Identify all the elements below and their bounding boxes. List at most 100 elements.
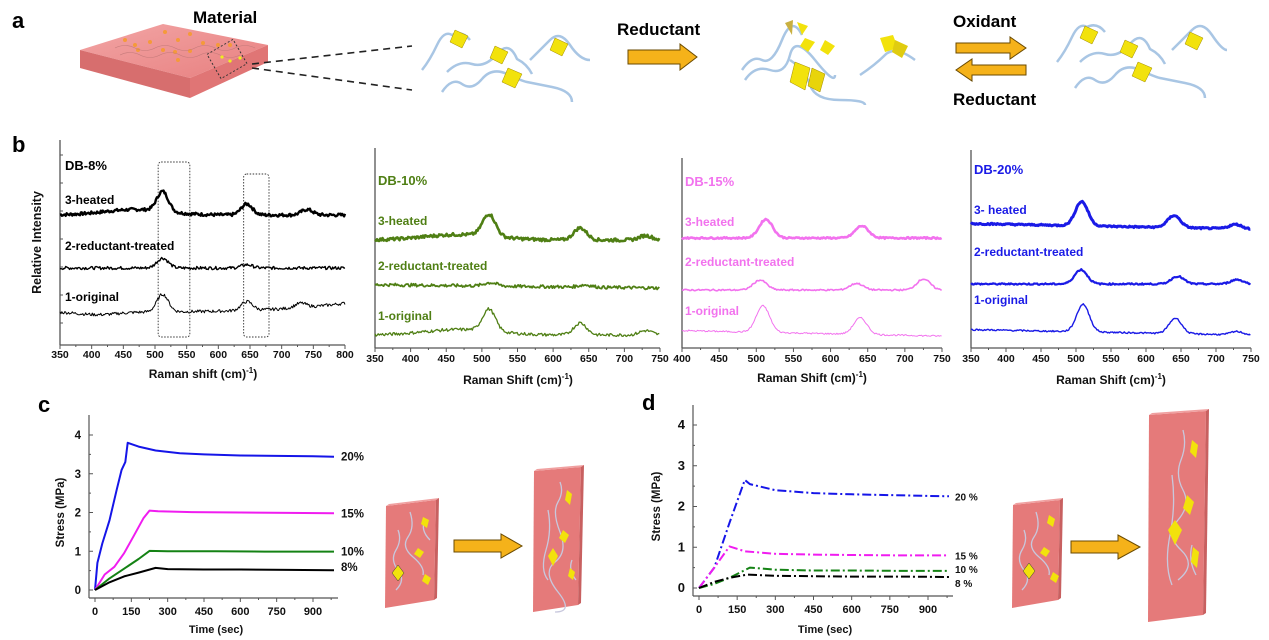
reductant-reverse-label: Reductant	[953, 90, 1037, 109]
raman-chart-b3: 400 450 500 550 600 650 700 750 Raman Shift (cm)…	[673, 158, 951, 385]
series-label: 2-reductant-treated	[974, 245, 1083, 259]
reductant-label: Reductant	[617, 20, 701, 39]
series-label: 2-reductant-treated	[65, 239, 174, 253]
x-axis-label: Raman shift (cm)-1)	[149, 366, 257, 381]
x-tick-label: 600	[210, 349, 228, 361]
reductant-reverse-arrow	[955, 58, 1027, 82]
x-tick-label: 450	[710, 353, 728, 365]
x-tick-label: 350	[51, 349, 69, 361]
stress-line-15pct	[698, 545, 949, 589]
x-tick-label: 300	[158, 606, 176, 618]
x-axis-label: Raman Shift (cm)-1)	[1056, 372, 1166, 387]
stress-line-10pct	[698, 566, 949, 589]
x-tick-label: 700	[896, 353, 914, 365]
y-tick-label: 3	[75, 469, 81, 481]
spectrum-line-2-reductant-treated	[374, 281, 660, 291]
x-tick-label: 0	[92, 606, 98, 618]
oxidant-label: Oxidant	[953, 12, 1017, 31]
spectrum-line-2-reductant-treated	[681, 278, 943, 292]
stress-line-20pct	[94, 441, 335, 591]
spectrum-line-3-heated	[374, 213, 661, 243]
x-tick-label: 400	[83, 349, 101, 361]
oxidant-arrow	[955, 36, 1027, 60]
peak-highlight-box	[243, 173, 270, 338]
raman-chart-b1: 350 400 450 500 550 600 650 700 750 800 Raman shif…	[30, 140, 354, 381]
x-tick-label: 550	[785, 353, 803, 365]
series-label: 3-heated	[65, 193, 114, 207]
spectrum-line-1-original	[681, 304, 942, 337]
y-tick-label: 4	[678, 417, 686, 432]
series-label: 1-original	[378, 309, 432, 323]
x-tick-label: 500	[146, 349, 164, 361]
x-tick-label: 350	[366, 353, 384, 365]
x-tick-label: 650	[1172, 353, 1190, 365]
spectrum-line-1-original	[970, 303, 1251, 336]
x-tick-label: 150	[728, 604, 746, 616]
chart-title: DB-8%	[65, 158, 107, 173]
yellow-cluster-icon	[449, 29, 569, 89]
series-label: 2-reductant-treated	[685, 255, 794, 269]
series-label: 15 %	[955, 551, 978, 562]
series-label: 3- heated	[974, 203, 1027, 217]
x-tick-label: 700	[1207, 353, 1225, 365]
x-tick-label: 600	[231, 606, 249, 618]
series-label: 8 %	[955, 579, 972, 590]
panel-label-b: b	[12, 132, 26, 157]
x-tick-label: 450	[195, 606, 213, 618]
y-tick-label: 0	[678, 580, 685, 595]
series-label: 10%	[341, 547, 364, 559]
stress-chart-d: 0 1 2 3 4 0 150 300 450 600 750 900 Time (sec) Stress…	[651, 405, 978, 636]
spectrum-line-3-heated	[969, 199, 1251, 231]
zoom-line-bottom	[251, 67, 413, 91]
series-label: 1-original	[974, 293, 1028, 307]
x-tick-label: 750	[1242, 353, 1260, 365]
x-tick-label: 0	[696, 604, 702, 616]
panel-label-c: c	[38, 392, 51, 417]
x-tick-label: 600	[822, 353, 840, 365]
stress-line-15pct	[94, 509, 335, 591]
series-label: 8%	[341, 562, 358, 574]
y-tick-label: 4	[75, 430, 82, 442]
chart-title: DB-10%	[378, 173, 428, 188]
series-label: 1-original	[65, 290, 119, 304]
series-label: 3-heated	[685, 215, 734, 229]
x-tick-label: 500	[748, 353, 766, 365]
x-tick-label: 600	[544, 353, 562, 365]
x-axis-label: Time (sec)	[189, 624, 244, 636]
x-tick-label: 650	[580, 353, 598, 365]
x-tick-label: 900	[304, 606, 322, 618]
x-tick-label: 550	[509, 353, 527, 365]
x-tick-label: 450	[804, 604, 822, 616]
x-tick-label: 450	[437, 353, 455, 365]
reductant-arrow	[627, 42, 698, 72]
x-tick-label: 700	[273, 349, 291, 361]
stress-line-10pct	[94, 549, 334, 591]
y-tick-label: 1	[75, 546, 82, 558]
x-tick-label: 750	[651, 353, 669, 365]
x-tick-label: 800	[336, 349, 354, 361]
y-tick-label: 0	[75, 585, 81, 597]
x-tick-label: 700	[616, 353, 634, 365]
x-axis-label: Raman Shift (cm)-1)	[757, 370, 867, 385]
x-tick-label: 750	[933, 353, 951, 365]
stress-line-8pct	[94, 566, 335, 591]
x-tick-label: 300	[766, 604, 784, 616]
spectrum-line-1-original	[374, 307, 660, 338]
y-tick-label: 3	[678, 458, 685, 473]
x-tick-label: 400	[402, 353, 420, 365]
raman-chart-b4: 350 400 450 500 550 600 650 700 750 Raman Shift (…	[962, 150, 1260, 387]
x-tick-label: 650	[241, 349, 259, 361]
x-tick-label: 650	[859, 353, 877, 365]
x-tick-label: 450	[115, 349, 133, 361]
x-tick-label: 550	[178, 349, 196, 361]
panel-label-d: d	[642, 390, 656, 415]
reformed-cluster-icon	[1079, 25, 1204, 83]
x-tick-label: 900	[919, 604, 937, 616]
x-tick-label: 450	[1032, 353, 1050, 365]
y-tick-label: 2	[678, 499, 685, 514]
spectrum-line-2-reductant-treated	[59, 256, 346, 271]
series-label: 3-heated	[378, 214, 427, 228]
x-tick-label: 600	[842, 604, 860, 616]
peak-highlight-box	[157, 161, 191, 338]
